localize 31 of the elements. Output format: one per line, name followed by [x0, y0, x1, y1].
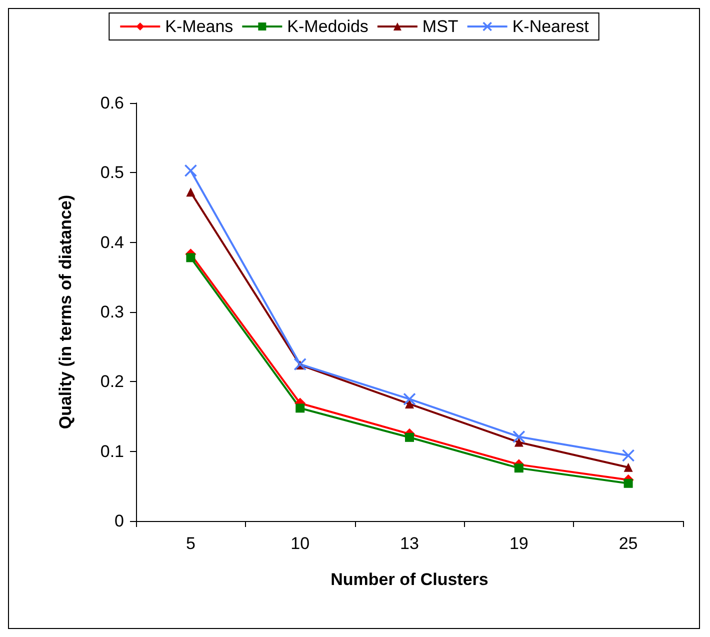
- point: [184, 164, 198, 177]
- x-tick-label: 25: [618, 534, 638, 553]
- y-axis-title: Quality (in terms of diatance): [56, 194, 75, 430]
- x-tick-label: 5: [186, 534, 196, 553]
- point: [296, 404, 305, 413]
- point: [403, 392, 416, 406]
- point: [622, 449, 635, 462]
- point: [186, 253, 196, 262]
- y-tick-label: 0.1: [100, 442, 124, 461]
- point: [294, 358, 306, 371]
- legend-label: K-Nearest: [512, 17, 590, 36]
- x-tick-label: 19: [509, 534, 528, 553]
- legend-label: MST: [422, 17, 458, 36]
- point: [624, 462, 633, 472]
- y-tick-label: 0.3: [100, 302, 124, 322]
- y-tick-label: 0.4: [100, 232, 124, 252]
- point: [514, 438, 524, 447]
- point: [514, 464, 524, 473]
- point: [512, 430, 526, 444]
- legend-label: K-Means: [165, 17, 234, 36]
- point: [624, 478, 633, 488]
- x-axis-title: Number of Clusters: [330, 570, 488, 589]
- legend-label: K-Medoids: [287, 17, 368, 36]
- y-tick-label: 0: [114, 512, 124, 530]
- point: [186, 188, 196, 197]
- y-tick-label: 0.2: [100, 372, 124, 392]
- x-tick-label: 13: [400, 534, 419, 553]
- x-tick-label: 10: [290, 534, 310, 553]
- point: [405, 432, 414, 442]
- y-tick-label: 0.5: [100, 163, 124, 182]
- y-tick-label: 0.6: [100, 94, 124, 112]
